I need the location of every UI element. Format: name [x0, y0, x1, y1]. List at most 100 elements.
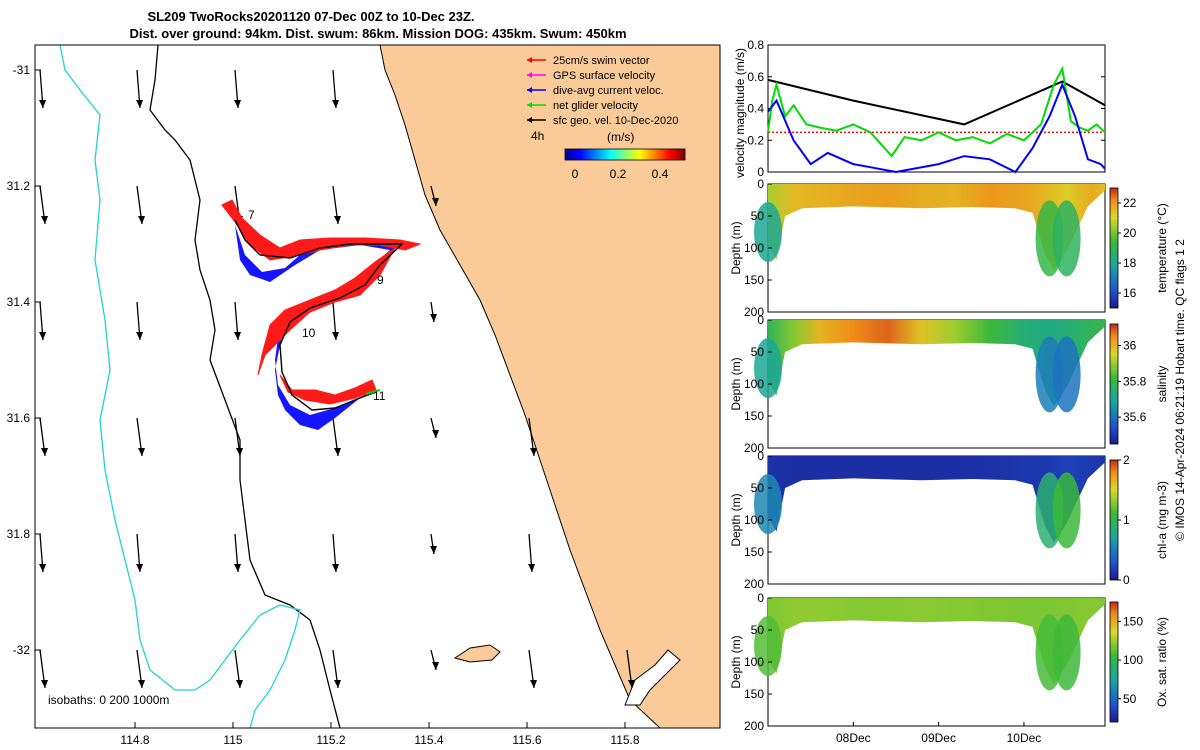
current-arrow — [39, 185, 48, 225]
colorbar-tick-label: 35.6 — [1123, 410, 1147, 424]
current-arrow-head — [234, 332, 241, 340]
current-arrow — [234, 533, 241, 573]
legend-label: sfc geo. vel. 10-Dec-2020 — [553, 115, 678, 127]
current-arrow — [430, 649, 439, 671]
velocity-y-tick-label: 0.8 — [747, 38, 764, 52]
current-arrow-head — [136, 564, 143, 572]
colorbar-tick-label: 16 — [1123, 286, 1137, 300]
time-axis: 08Dec 09Dec 10Dec — [836, 722, 1041, 745]
legend-label: net glider velocity — [553, 100, 638, 112]
current-arrow — [528, 533, 535, 573]
section-colorbar — [1109, 601, 1119, 723]
current-arrow-head — [332, 332, 339, 340]
colorbar-tick-04: 0.4 — [652, 167, 669, 181]
current-arrow — [39, 649, 48, 689]
swim-vector-band-middle — [257, 247, 396, 376]
section-y-tick-label: 100 — [744, 513, 764, 527]
current-arrow — [234, 301, 241, 341]
current-arrow — [430, 417, 439, 439]
section-field — [768, 184, 1105, 271]
map-x-tick-label: 115.2 — [316, 733, 345, 747]
current-arrow — [136, 69, 143, 109]
current-arrow-head — [136, 100, 143, 108]
section-y-tick-label: 100 — [744, 655, 764, 669]
colorbar-tick-label: 2 — [1123, 453, 1130, 467]
colorbar-tick-label: 0 — [1123, 573, 1130, 587]
title-line-1: SL209 TwoRocks20201120 07-Dec 00Z to 10-… — [147, 9, 474, 24]
isobath-label: isobaths: 0 200 1000m — [48, 693, 169, 707]
current-arrow — [332, 301, 339, 341]
section-ylabel: Depth (m) — [729, 635, 743, 688]
current-arrow — [332, 69, 339, 109]
map-x-tick-label: 115.8 — [610, 733, 639, 747]
island — [453, 644, 501, 663]
current-arrow — [332, 649, 341, 689]
day-label-10: 10 — [302, 326, 316, 340]
current-arrow-head — [236, 448, 243, 456]
current-arrow-head — [334, 216, 341, 224]
section-deep-water — [754, 338, 782, 398]
current-arrow — [234, 417, 243, 457]
current-arrow-head — [332, 564, 339, 572]
time-tick-label: 09Dec — [921, 731, 956, 745]
title-line-2: Dist. over ground: 94km. Dist. swum: 86k… — [129, 26, 626, 41]
section-y-tick-label: 0 — [757, 313, 764, 327]
map-panel: 114.8 115 115.2 115.4 115.6 115.8 -31 31.2 31.4… — [7, 44, 721, 747]
section-panel-1: 0 50 100 150 200 Depth (m) 36 35.8 35.6 salinity — [729, 313, 1169, 455]
swim-vector-band-lower — [279, 374, 377, 405]
glider-track — [221, 199, 422, 430]
current-arrow — [39, 417, 48, 457]
current-arrow — [234, 69, 241, 109]
velocity-series-diveavg — [767, 82, 1106, 174]
colorbar-label: salinity — [1155, 366, 1169, 403]
current-arrow — [528, 417, 537, 457]
colorbar-tick-0: 0 — [572, 167, 579, 181]
current-arrow — [332, 185, 341, 225]
section-y-tick-label: 150 — [744, 409, 764, 423]
section-ylabel: Depth (m) — [729, 357, 743, 410]
map-y-axis: -31 31.2 31.4 31.6 31.8 -32 — [7, 63, 41, 657]
current-arrow — [528, 649, 537, 689]
colorbar-label: temperature (°C) — [1155, 203, 1169, 293]
velocity-y-tick-label: 0.2 — [747, 133, 764, 147]
legend-label: 25cm/s swim vector — [553, 55, 650, 67]
current-arrow — [136, 533, 143, 573]
map-x-tick-label: 114.8 — [120, 733, 149, 747]
current-arrow-head — [528, 564, 535, 572]
section-deep-water — [754, 474, 782, 534]
section-colorbar — [1109, 187, 1119, 309]
section-ylabel: Depth (m) — [729, 221, 743, 274]
isobath-1000m — [59, 45, 301, 728]
legend-arrowhead — [527, 102, 532, 108]
map-legend: 25cm/s swim vector GPS surface velocity di… — [527, 55, 678, 127]
map-x-tick-label: 115.4 — [414, 733, 443, 747]
swim-vector-band-upper — [221, 199, 422, 261]
section-deep-water — [1052, 614, 1081, 691]
colorbar-title: (m/s) — [607, 130, 634, 144]
legend-label: GPS surface velocity — [553, 70, 656, 82]
section-deep-water — [1052, 200, 1081, 277]
legend-arrowhead — [527, 72, 532, 78]
colorbar-tick-02: 0.2 — [610, 167, 627, 181]
colorbar-tick-label: 1 — [1123, 513, 1130, 527]
section-y-tick-label: 50 — [751, 481, 765, 495]
section-colorbar — [1109, 459, 1119, 581]
current-arrow — [39, 301, 46, 341]
map-x-axis: 114.8 115 115.2 115.4 115.6 115.8 — [120, 722, 640, 747]
current-arrow-head — [138, 216, 145, 224]
velocity-series — [767, 65, 1106, 174]
current-arrow-head — [41, 680, 48, 688]
colorbar-tick-label: 18 — [1123, 256, 1137, 270]
map-y-tick-label: 31.8 — [7, 527, 31, 541]
current-arrow — [430, 301, 437, 323]
net-velocity-track — [234, 219, 404, 411]
legend-arrowhead — [527, 117, 532, 123]
section-y-tick-label: 150 — [744, 273, 764, 287]
credit-text: © IMOS 14-Apr-2024 06:21:19 Hobart time.… — [1173, 239, 1187, 541]
velocity-ylabel: velocity magnitude (m/s) — [733, 48, 747, 178]
current-arrow-head — [138, 448, 145, 456]
colorbar-tick-label: 100 — [1123, 653, 1143, 667]
section-y-tick-label: 150 — [744, 545, 764, 559]
